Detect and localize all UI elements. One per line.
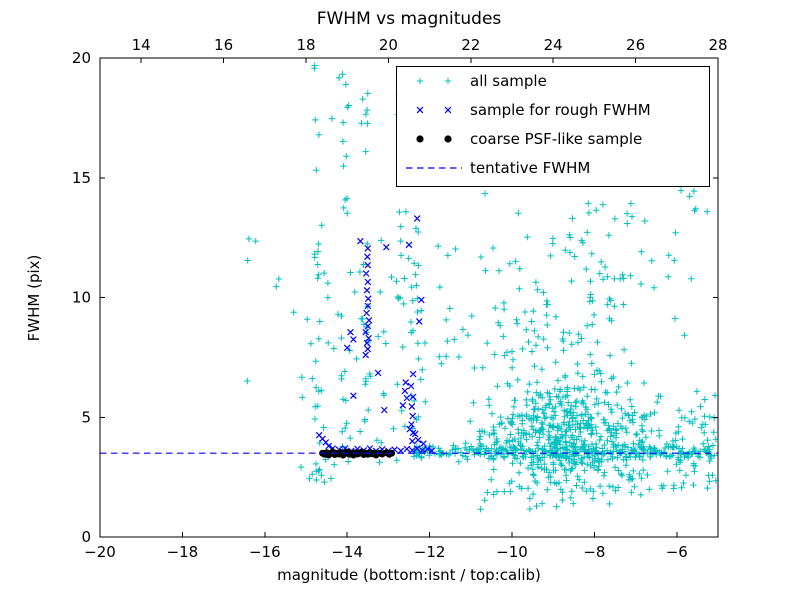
top-x-tick-label: 26 bbox=[626, 36, 645, 54]
top-x-tick-label: 16 bbox=[214, 36, 233, 54]
legend-label: tentative FWHM bbox=[470, 159, 590, 177]
dot-marker-icon bbox=[416, 135, 452, 143]
x-tick-label: −12 bbox=[414, 543, 446, 561]
y-tick-label: 20 bbox=[72, 49, 91, 67]
x-tick-label: −20 bbox=[84, 543, 116, 561]
legend-entry-coarse-psf-like-sample: coarse PSF-like sample bbox=[416, 130, 642, 148]
plus-marker-icon bbox=[416, 77, 452, 85]
x-tick-label: −14 bbox=[331, 543, 363, 561]
legend-entry-tentative-fwhm: tentative FWHM bbox=[406, 159, 590, 177]
x-marker-icon bbox=[416, 106, 452, 114]
top-x-tick-label: 18 bbox=[296, 36, 315, 54]
top-x-tick-label: 20 bbox=[379, 36, 398, 54]
top-x-tick-label: 24 bbox=[544, 36, 563, 54]
legend-box bbox=[396, 66, 710, 187]
y-tick-label: 15 bbox=[72, 169, 91, 187]
y-tick-label: 0 bbox=[81, 528, 91, 546]
legend-entry-sample-for-rough-fwhm: sample for rough FWHM bbox=[416, 101, 651, 119]
top-x-tick-label: 14 bbox=[132, 36, 151, 54]
legend: all sample sample for rough FWHM coarse PS… bbox=[396, 66, 710, 187]
x-tick-label: −18 bbox=[167, 543, 199, 561]
x-tick-label: −16 bbox=[249, 543, 281, 561]
top-x-tick-label: 22 bbox=[461, 36, 480, 54]
x-tick-label: −10 bbox=[496, 543, 528, 561]
legend-label: all sample bbox=[470, 72, 547, 90]
x-tick-label: −8 bbox=[583, 543, 605, 561]
axes-frame bbox=[99, 57, 719, 538]
legend-label: coarse PSF-like sample bbox=[470, 130, 642, 148]
y-tick-label: 5 bbox=[81, 408, 91, 426]
x-tick-label: −6 bbox=[666, 543, 688, 561]
top-x-tick-label: 28 bbox=[708, 36, 727, 54]
legend-label: sample for rough FWHM bbox=[470, 101, 651, 119]
plot-contents bbox=[100, 62, 718, 513]
y-tick-label: 10 bbox=[72, 289, 91, 307]
legend-entry-all-sample: all sample bbox=[416, 72, 547, 90]
